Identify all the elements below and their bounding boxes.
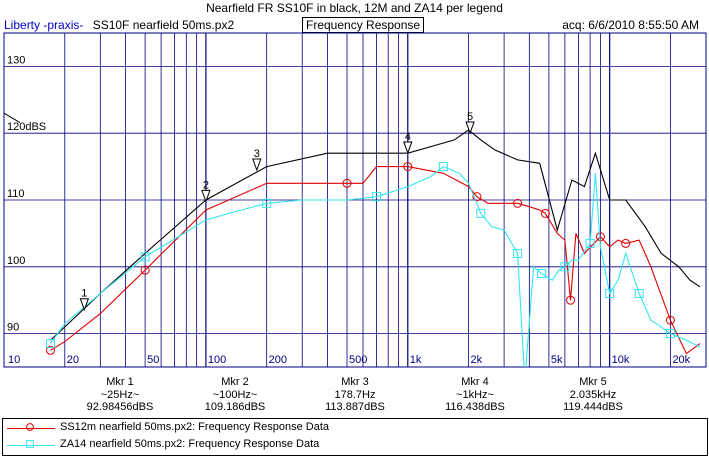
square-marker-icon — [26, 440, 34, 448]
marker-freq-label: 2.035kHz — [569, 388, 617, 401]
series-point-2 — [665, 329, 675, 339]
marker-label: Mkr 2 — [221, 376, 249, 388]
marker-number: 5 — [467, 111, 473, 123]
legend-line-red — [7, 428, 55, 429]
series-point-1 — [566, 295, 576, 305]
legend-line-cyan — [7, 445, 55, 446]
marker-level: 92.98456dBS — [86, 401, 154, 413]
series-line-2 — [50, 165, 701, 367]
series-point-1 — [665, 315, 675, 325]
marker-freq-label: ~25Hz~ — [100, 388, 140, 401]
series-point-1 — [140, 265, 150, 275]
x-tick-label: 500 — [349, 354, 367, 366]
marker-triangle-icon — [201, 189, 211, 203]
marker-level: 116.438dBS — [445, 401, 505, 413]
x-tick-label: 5k — [551, 354, 563, 366]
legend-item-za14[interactable]: ZA14 nearfield 50ms.px2: Frequency Respo… — [3, 436, 707, 454]
series-line-1 — [50, 166, 701, 355]
series-point-2 — [476, 208, 486, 218]
legend-label-ss12m: SS12m nearfield 50ms.px2: Frequency Resp… — [60, 421, 330, 433]
marker-label: Mkr 4 — [461, 376, 489, 388]
marker-freq-label: ~1kHz~ — [456, 388, 494, 401]
series-point-2 — [605, 289, 615, 299]
marker-label: Mkr 3 — [341, 376, 369, 388]
marker-number: 3 — [254, 148, 260, 160]
series-point-1 — [513, 198, 523, 208]
y-tick-label: 130 — [7, 54, 25, 66]
marker-readout: Mkr 3 178.7Hz 113.887dBS — [305, 376, 405, 414]
marker-readout: Mkr 1 ~25Hz~ 92.98456dBS — [70, 376, 170, 414]
series-point-1 — [621, 238, 631, 248]
series-point-2 — [585, 238, 595, 248]
marker-number: 2 — [203, 179, 209, 191]
series-point-2 — [140, 252, 150, 262]
series-point-1 — [540, 208, 550, 218]
legend-label-za14: ZA14 nearfield 50ms.px2: Frequency Respo… — [60, 438, 320, 450]
series-point-1 — [403, 162, 413, 172]
marker-number: 4 — [405, 131, 411, 143]
series-point-1 — [342, 178, 352, 188]
marker-triangle-icon — [465, 121, 475, 135]
marker-readout: Mkr 5 2.035kHz 119.444dBS — [543, 376, 643, 414]
series-point-2 — [513, 248, 523, 258]
marker-number: 1 — [81, 288, 87, 300]
series-point-2 — [372, 192, 382, 202]
marker-level: 109.186dBS — [204, 401, 266, 413]
x-tick-label: 20 — [67, 354, 79, 366]
marker-triangle-icon — [403, 141, 413, 155]
x-tick-label: 10k — [612, 354, 630, 366]
marker-freq-label: 178.7Hz — [334, 388, 376, 401]
legend-item-ss12m[interactable]: SS12m nearfield 50ms.px2: Frequency Resp… — [3, 419, 707, 437]
series-point-2 — [560, 262, 570, 272]
x-tick-label: 20k — [672, 354, 690, 366]
series-point-2 — [634, 289, 644, 299]
series-point-2 — [262, 198, 272, 208]
frequency-response-plot[interactable]: 10 20 50 100 200 500 1k 2k 5k 10k 20k 90 100 110 120dB… — [0, 0, 709, 372]
marker-level: 119.444dBS — [563, 401, 623, 413]
x-tick-label: 10 — [8, 354, 20, 366]
marker-freq-label: ~100Hz~ — [212, 388, 258, 401]
legend: SS12m nearfield 50ms.px2: Frequency Resp… — [2, 418, 708, 456]
y-tick-label: 90 — [7, 322, 19, 334]
marker-triangle-icon — [252, 158, 262, 172]
marker-triangle-icon — [79, 298, 90, 312]
series-point-1 — [46, 345, 56, 355]
series-line-0 — [50, 129, 701, 341]
marker-label: Mkr 1 — [106, 376, 134, 388]
marker-level: 113.887dBS — [325, 401, 385, 413]
series-point-2 — [537, 268, 547, 278]
reference-arrow-icon — [3, 112, 21, 123]
x-tick-label: 100 — [208, 354, 226, 366]
series-point-1 — [472, 192, 482, 202]
file-label: SS10F nearfield 50ms.px2 — [92, 18, 235, 32]
x-tick-label: 200 — [269, 354, 287, 366]
brand-label: Liberty -praxis- — [4, 18, 84, 32]
series-point-2 — [46, 339, 56, 349]
series-point-2 — [438, 162, 448, 172]
chart-title: Nearfield FR SS10F in black, 12M and ZA1… — [206, 1, 503, 15]
header-left: Liberty -praxis- SS10F nearfield 50ms.px… — [4, 18, 234, 32]
marker-readout: Mkr 2 ~100Hz~ 109.186dBS — [185, 376, 285, 414]
x-tick-label: 50 — [147, 354, 159, 366]
x-tick-label: 2k — [471, 354, 483, 366]
circle-marker-icon — [26, 423, 34, 431]
x-tick-label: 1k — [410, 354, 422, 366]
traces-group: 1 2 3 4 5 — [46, 111, 701, 367]
acquisition-timestamp: acq: 6/6/2010 8:55:50 AM — [562, 18, 699, 32]
y-tick-label: 110 — [7, 188, 25, 200]
y-tick-label: 120dBS — [7, 121, 46, 133]
marker-readout: Mkr 4 ~1kHz~ 116.438dBS — [425, 376, 525, 414]
y-tick-label: 100 — [7, 255, 25, 267]
marker-label: Mkr 5 — [579, 376, 607, 388]
